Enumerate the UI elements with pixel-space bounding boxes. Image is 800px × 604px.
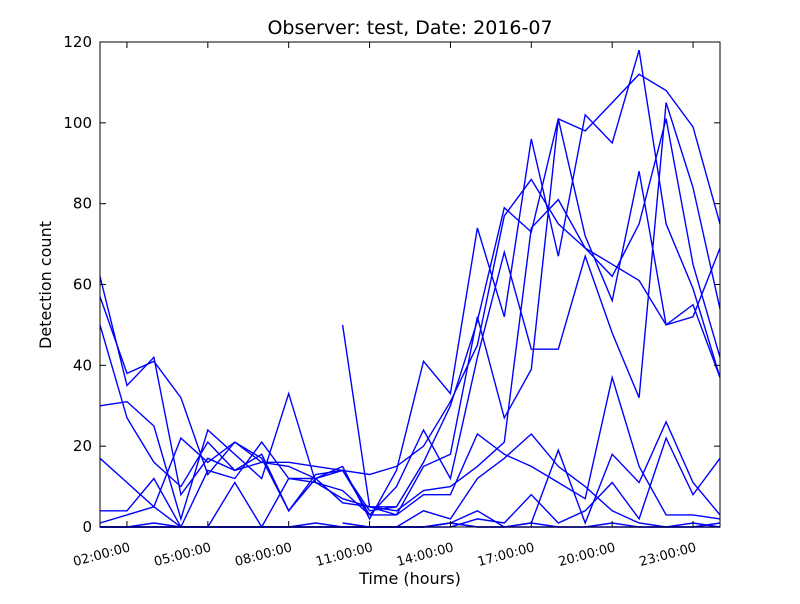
x-tick-label: 11:00:00 <box>314 540 374 570</box>
y-tick-label: 40 <box>73 356 92 374</box>
y-tick-label: 0 <box>82 518 92 536</box>
series-line-9 <box>100 420 721 528</box>
series-line-7 <box>99 374 721 529</box>
series-line-12 <box>341 324 397 508</box>
series-layer <box>99 49 721 529</box>
y-axis-label: Detection count <box>36 221 55 349</box>
y-tick-label: 60 <box>73 276 92 294</box>
x-axis-label: Time (hours) <box>358 569 461 588</box>
y-tick-label: 100 <box>63 114 92 132</box>
x-tick-label: 05:00:00 <box>153 540 213 570</box>
series-line-10 <box>100 436 721 528</box>
x-tick-label: 23:00:00 <box>638 540 698 570</box>
x-tick-label: 20:00:00 <box>557 540 617 570</box>
y-tick-label: 120 <box>63 33 92 51</box>
series-line-1 <box>99 49 721 521</box>
chart-title: Observer: test, Date: 2016-07 <box>267 17 552 39</box>
x-tick-label: 02:00:00 <box>72 540 132 570</box>
x-tick-label: 14:00:00 <box>395 540 455 570</box>
series-line-2 <box>99 73 721 513</box>
y-tick-label: 80 <box>73 195 92 213</box>
series-line-6 <box>100 118 721 529</box>
x-tick-label: 17:00:00 <box>476 540 536 570</box>
y-axis: 0 20 40 60 80 100 120 <box>63 33 720 536</box>
series-line-3 <box>99 178 721 488</box>
series-line-5 <box>99 102 721 517</box>
y-tick-label: 20 <box>73 437 92 455</box>
series-line-4 <box>99 118 721 522</box>
x-tick-label: 08:00:00 <box>233 540 293 570</box>
plot-frame <box>99 41 721 528</box>
